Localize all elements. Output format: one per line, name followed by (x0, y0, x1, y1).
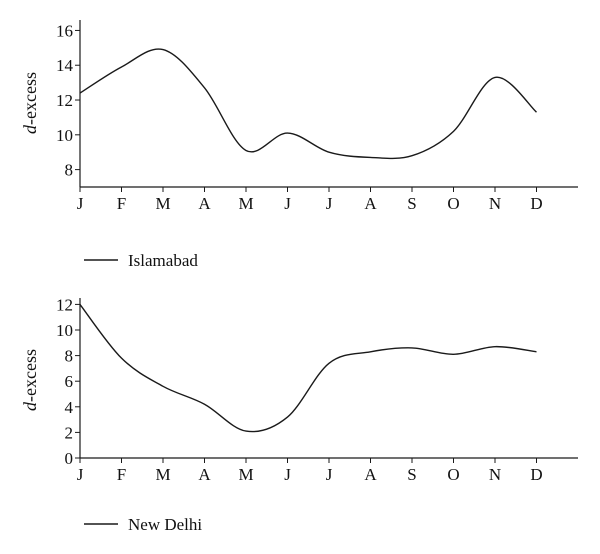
x-tick-label: D (530, 194, 542, 213)
x-tick-label: S (407, 465, 416, 484)
series-line (79, 48, 537, 160)
y-tick-label: 8 (65, 347, 74, 366)
x-tick-label: S (407, 194, 416, 213)
chart-islamabad: 8 10 12 14 16 J F M A M J J A S O N Dd-excess Islamabad (20, 20, 578, 270)
chart-new-delhi: 0 2 4 6 8 10 12 J F M A M J J A S O N Dd-excess New Delhi (20, 295, 578, 534)
x-tick-label: A (198, 465, 211, 484)
y-tick-label: 6 (65, 372, 74, 391)
y-tick-label: 10 (56, 321, 73, 340)
legend-label: Islamabad (128, 251, 198, 270)
x-tick-label: A (364, 194, 377, 213)
y-tick-label: 10 (56, 126, 73, 145)
x-tick-label: N (489, 465, 501, 484)
y-tick-label: 16 (56, 21, 73, 40)
y-axis-label: d-excess (20, 349, 40, 411)
y-axis-label: d-excess (20, 72, 40, 134)
y-tick-label: 14 (56, 56, 74, 75)
x-tick-label: D (530, 465, 542, 484)
x-tick-label: F (117, 465, 126, 484)
y-axis-label-italic: d (20, 401, 40, 411)
y-tick-label: 12 (56, 91, 73, 110)
y-axis-label-italic: d (20, 124, 40, 134)
x-tick-label: F (117, 194, 126, 213)
x-tick-label: J (326, 465, 333, 484)
y-tick-label: 2 (65, 423, 74, 442)
y-tick-label: 4 (65, 398, 74, 417)
x-tick-label: O (447, 465, 459, 484)
x-tick-label: M (155, 194, 170, 213)
x-tick-label: A (364, 465, 377, 484)
x-tick-label: J (284, 194, 291, 213)
x-tick-label: J (284, 465, 291, 484)
x-tick-label: J (326, 194, 333, 213)
x-tick-label: M (238, 465, 253, 484)
y-axis-label-rest: -excess (20, 72, 40, 125)
x-tick-label: A (198, 194, 211, 213)
x-tick-label: J (77, 465, 84, 484)
y-axis-label-rest: -excess (20, 349, 40, 402)
y-tick-label: 0 (65, 449, 74, 468)
x-tick-label: M (155, 465, 170, 484)
x-tick-label: O (447, 194, 459, 213)
x-tick-label: N (489, 194, 501, 213)
y-tick-label: 8 (65, 161, 74, 180)
y-tick-label: 12 (56, 295, 73, 314)
x-tick-label: J (77, 194, 84, 213)
x-tick-label: M (238, 194, 253, 213)
series-line (79, 303, 537, 433)
legend-label: New Delhi (128, 515, 202, 534)
